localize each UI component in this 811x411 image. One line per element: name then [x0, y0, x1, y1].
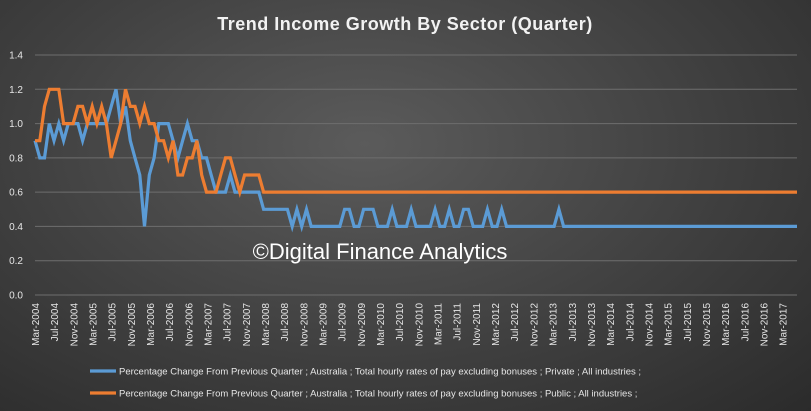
- x-tick-label: Jul-2007: [223, 303, 234, 342]
- legend-label-0: Percentage Change From Previous Quarter …: [119, 367, 641, 378]
- x-tick-label: Mar-2004: [31, 303, 42, 346]
- x-tick-label: Nov-2005: [127, 303, 138, 347]
- chart-title: Trend Income Growth By Sector (Quarter): [217, 14, 593, 34]
- x-tick-label: Jul-2010: [395, 303, 406, 342]
- y-tick-label: 0.8: [9, 153, 23, 164]
- x-tick-label: Mar-2005: [89, 303, 100, 346]
- series-lines: [33, 87, 798, 233]
- y-tick-label: 0.2: [9, 256, 23, 267]
- x-tick-label: Nov-2016: [759, 303, 770, 347]
- x-tick-label: Mar-2014: [606, 303, 617, 346]
- x-tick-label: Jul-2015: [683, 303, 694, 342]
- x-axis: Mar-2004 Jul-2004 Nov-2004 Mar-2005 Jul-2005…: [31, 303, 790, 347]
- legend-label-1: Percentage Change From Previous Quarter …: [119, 389, 637, 400]
- x-tick-label: Mar-2016: [721, 303, 732, 346]
- x-tick-label: Mar-2008: [261, 303, 272, 346]
- x-tick-label: Nov-2008: [299, 303, 310, 347]
- x-tick-label: Jul-2012: [510, 303, 521, 342]
- y-tick-label: 0.4: [9, 222, 23, 233]
- y-tick-label: 1.2: [9, 85, 23, 96]
- x-tick-label: Nov-2007: [242, 303, 253, 347]
- y-tick-label: 0.0: [9, 291, 23, 302]
- x-tick-label: Jul-2008: [280, 303, 291, 342]
- x-tick-label: Nov-2006: [184, 303, 195, 347]
- x-tick-label: Nov-2004: [69, 303, 80, 347]
- x-tick-label: Nov-2009: [357, 303, 368, 347]
- x-tick-label: Nov-2010: [414, 303, 425, 347]
- x-tick-label: Jul-2016: [740, 303, 751, 342]
- x-tick-label: Mar-2011: [434, 303, 445, 345]
- x-tick-label: Mar-2007: [204, 303, 215, 346]
- y-tick-label: 0.6: [9, 188, 23, 199]
- x-tick-label: Jul-2006: [165, 303, 176, 342]
- y-axis: 0.0 0.2 0.4 0.6 0.8 1.0 1.2 1.4: [9, 51, 23, 302]
- x-tick-label: Jul-2014: [625, 303, 636, 342]
- x-tick-label: Mar-2013: [549, 303, 560, 346]
- x-tick-label: Mar-2012: [491, 303, 502, 346]
- x-tick-label: Jul-2004: [50, 303, 61, 342]
- x-tick-label: Mar-2006: [146, 303, 157, 346]
- x-tick-label: Mar-2017: [779, 303, 790, 346]
- y-tick-label: 1.4: [9, 51, 23, 62]
- x-tick-label: Jul-2005: [108, 303, 119, 342]
- x-tick-label: Mar-2010: [376, 303, 387, 346]
- watermark-text: ©Digital Finance Analytics: [253, 239, 508, 264]
- legend: Percentage Change From Previous Quarter …: [90, 367, 641, 400]
- x-tick-label: Jul-2009: [338, 303, 349, 342]
- x-tick-label: Jul-2011: [453, 303, 464, 341]
- x-tick-label: Mar-2009: [319, 303, 330, 346]
- x-tick-label: Nov-2015: [702, 303, 713, 347]
- y-tick-label: 1.0: [9, 119, 23, 130]
- x-tick-label: Nov-2012: [529, 303, 540, 347]
- x-tick-label: Jul-2013: [568, 303, 579, 342]
- x-tick-label: Nov-2011: [472, 303, 483, 346]
- x-tick-label: Nov-2013: [587, 303, 598, 347]
- x-tick-label: Mar-2015: [664, 303, 675, 346]
- x-tick-label: Nov-2014: [644, 303, 655, 347]
